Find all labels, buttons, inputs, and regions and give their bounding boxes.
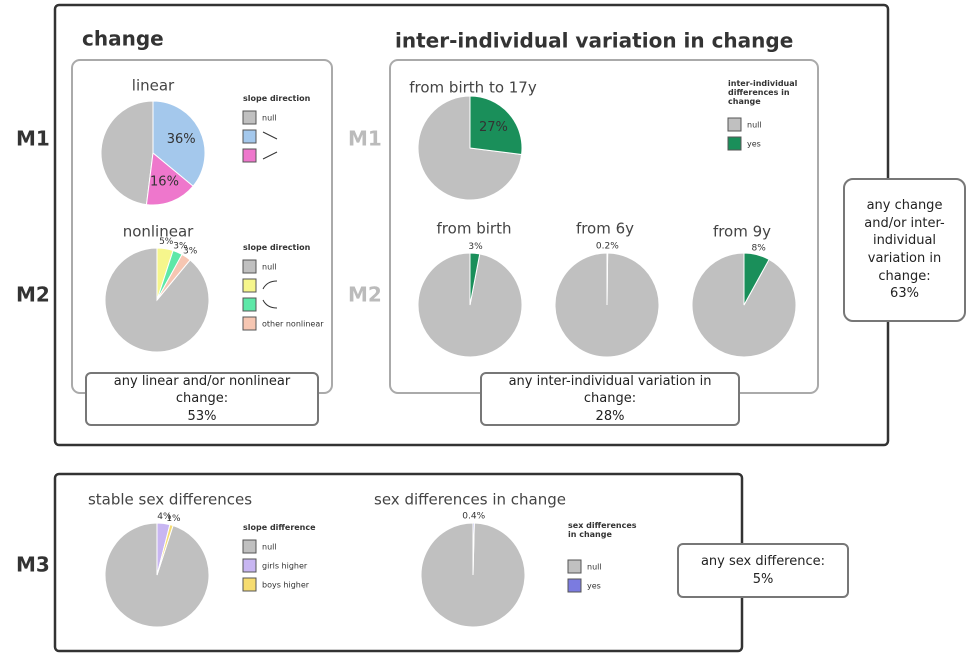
summary-value: 53% xyxy=(187,408,217,424)
legend-title: slope difference xyxy=(243,524,316,532)
pie-slice xyxy=(145,152,194,206)
legend-label: boys higher xyxy=(262,581,310,590)
pie-title: from birth to 17y xyxy=(409,79,537,97)
row-label: M2 xyxy=(348,283,382,307)
pie-slice xyxy=(156,524,174,576)
pie-slice xyxy=(469,252,481,306)
legend-icon xyxy=(262,280,278,290)
legend-label: null xyxy=(262,543,277,552)
summary-value: 63% xyxy=(890,286,919,302)
row-label: M1 xyxy=(348,127,382,151)
data-label: 16% xyxy=(150,175,179,190)
legend: inter-individual differences in change xyxy=(728,80,798,106)
summary-value: 28% xyxy=(595,408,625,424)
legend-swatch xyxy=(242,316,257,331)
legend-swatch xyxy=(242,539,257,554)
row-label: M2 xyxy=(16,283,50,307)
data-label: 27% xyxy=(479,120,508,135)
legend-swatch xyxy=(242,278,257,293)
legend-label: yes xyxy=(587,582,601,591)
legend-label: null xyxy=(747,121,762,130)
legend-icon xyxy=(262,151,278,160)
row-label: M1 xyxy=(16,127,50,151)
pie-slice xyxy=(606,252,609,306)
legend-swatch xyxy=(242,129,257,144)
summary-text: any inter-individual variation in change… xyxy=(508,373,712,407)
data-label: 3% xyxy=(183,247,198,257)
legend-swatch xyxy=(727,136,742,151)
legend-swatch xyxy=(242,148,257,163)
legend-label: yes xyxy=(747,140,761,149)
summary-box: any sex difference: 5% xyxy=(677,543,849,598)
pie-title: sex differences in change xyxy=(374,491,566,509)
legend-swatch xyxy=(567,578,582,593)
pie-title: from 6y xyxy=(576,220,634,238)
pie-title: linear xyxy=(132,77,175,95)
row-label: M3 xyxy=(16,553,50,577)
data-label: 0.2% xyxy=(596,242,619,252)
legend-swatch xyxy=(242,558,257,573)
summary-value: 5% xyxy=(752,571,774,587)
legend-icon xyxy=(262,131,278,140)
data-label: 3% xyxy=(173,241,188,251)
legend-swatch xyxy=(567,559,582,574)
legend-label: girls higher xyxy=(262,562,308,571)
legend-title: slope direction xyxy=(243,244,311,252)
pie-slice xyxy=(156,253,191,301)
legend-label: null xyxy=(587,563,602,572)
data-label: 1% xyxy=(166,514,181,524)
data-label: 3% xyxy=(468,242,483,252)
summary-text: any sex difference: xyxy=(700,553,826,569)
legend: slope direction xyxy=(243,95,311,103)
summary-text: any change and/or inter-individual varia… xyxy=(864,198,945,284)
data-label: 5% xyxy=(159,237,174,247)
legend-title: inter-individual differences in change xyxy=(728,80,798,106)
legend-swatch xyxy=(242,577,257,592)
pie-slice xyxy=(743,252,770,306)
legend-swatch xyxy=(727,117,742,132)
section-title: inter-individual variation in change xyxy=(395,29,793,53)
legend-label: null xyxy=(262,114,277,123)
data-label: 4% xyxy=(157,512,172,522)
legend-label: null xyxy=(262,263,277,272)
legend: slope direction xyxy=(243,244,311,252)
pie-slice xyxy=(472,522,475,576)
data-label: 36% xyxy=(167,132,196,147)
summary-box: any inter-individual variation in change… xyxy=(480,372,740,426)
legend-title: slope direction xyxy=(243,95,311,103)
legend: sex differences in change xyxy=(568,522,637,539)
pie-title: stable sex differences xyxy=(88,491,252,509)
legend-label: other nonlinear xyxy=(262,320,324,329)
pie-slice xyxy=(469,95,523,156)
pie-title: from 9y xyxy=(713,223,771,241)
summary-text: any linear and/or nonlinear change: xyxy=(113,373,291,407)
data-label: 0.4% xyxy=(462,512,485,522)
summary-box: any linear and/or nonlinear change: 53% xyxy=(85,372,319,426)
pie-slice xyxy=(152,100,206,187)
pie-title: from birth xyxy=(437,220,512,238)
legend-swatch xyxy=(242,297,257,312)
pie-title: nonlinear xyxy=(123,223,194,241)
legend-swatch xyxy=(242,259,257,274)
legend-title: sex differences in change xyxy=(568,522,637,539)
pie-slice xyxy=(100,100,154,206)
legend-swatch xyxy=(242,110,257,125)
summary-box: any change and/or inter-individual varia… xyxy=(843,178,966,322)
data-label: 8% xyxy=(752,243,767,253)
section-title: change xyxy=(82,27,164,51)
legend-icon xyxy=(262,299,278,309)
legend: slope difference xyxy=(243,524,316,532)
